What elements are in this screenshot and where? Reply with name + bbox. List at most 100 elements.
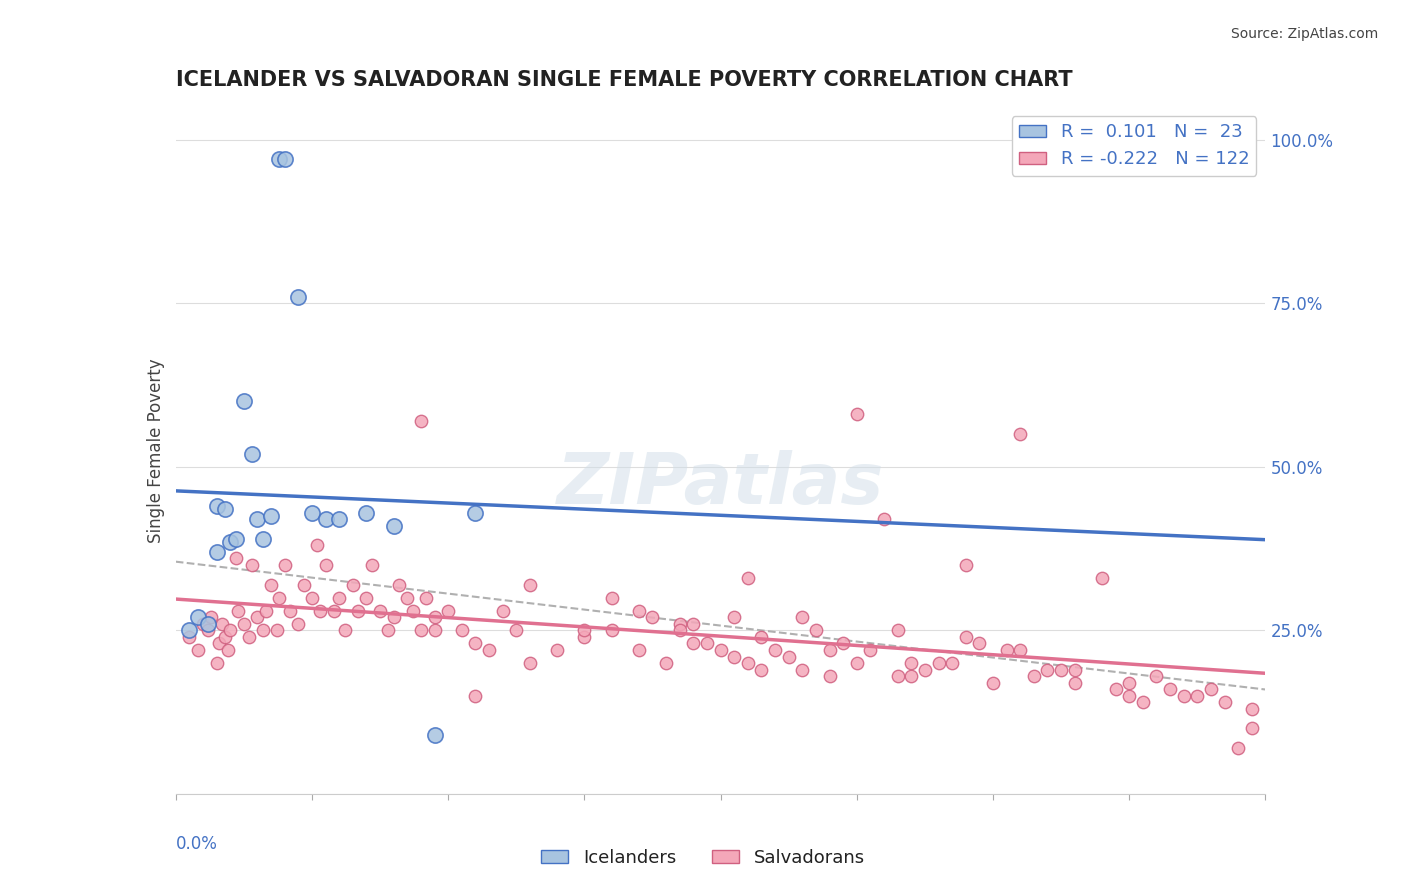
Point [737,571,759,585]
Point [981,675,1004,690]
Point [464,689,486,703]
Point [197,624,219,638]
Point [219,624,242,638]
Point [464,506,486,520]
Point [301,506,323,520]
Point [307,538,329,552]
Point [315,512,337,526]
Point [955,630,977,644]
Point [1036,663,1059,677]
Point [246,512,269,526]
Point [574,630,596,644]
Point [347,604,370,618]
Point [205,656,228,670]
Point [955,558,977,572]
Point [396,591,419,605]
Point [600,624,623,638]
Point [423,624,446,638]
Point [519,577,541,591]
Point [356,506,378,520]
Point [328,591,350,605]
Point [382,610,405,624]
Point [287,616,309,631]
Point [225,532,247,546]
Point [873,512,896,526]
Point [315,558,337,572]
Point [668,624,690,638]
Point [928,656,950,670]
Point [778,649,800,664]
Point [737,656,759,670]
Point [377,624,399,638]
Point [437,604,460,618]
Point [333,624,356,638]
Point [301,591,323,605]
Point [792,610,814,624]
Point [214,502,236,516]
Point [205,545,228,559]
Text: ZIPatlas: ZIPatlas [557,450,884,519]
Point [217,643,239,657]
Point [254,604,277,618]
Point [1063,675,1085,690]
Point [252,532,274,546]
Point [1240,702,1263,716]
Point [246,610,269,624]
Point [1173,689,1195,703]
Point [186,643,209,657]
Legend: Icelanders, Salvadorans: Icelanders, Salvadorans [534,842,872,874]
Point [969,636,991,650]
Legend: R =  0.101   N =  23, R = -0.222   N = 122: R = 0.101 N = 23, R = -0.222 N = 122 [1012,116,1257,176]
Point [941,656,963,670]
Point [1144,669,1167,683]
Text: ICELANDER VS SALVADORAN SINGLE FEMALE POVERTY CORRELATION CHART: ICELANDER VS SALVADORAN SINGLE FEMALE PO… [176,70,1073,90]
Point [668,616,690,631]
Point [328,512,350,526]
Point [415,591,437,605]
Point [269,153,291,167]
Point [423,610,446,624]
Point [1213,695,1236,709]
Point [240,558,263,572]
Point [211,616,233,631]
Point [845,656,868,670]
Point [1104,682,1126,697]
Point [859,643,882,657]
Y-axis label: Single Female Poverty: Single Female Poverty [148,359,166,542]
Point [886,624,908,638]
Point [342,577,364,591]
Point [260,577,283,591]
Point [995,643,1018,657]
Point [356,591,378,605]
Point [1240,722,1263,736]
Point [388,577,411,591]
Point [409,624,432,638]
Point [832,636,855,650]
Point [886,669,908,683]
Point [900,669,922,683]
Point [818,669,841,683]
Point [723,649,745,664]
Point [208,636,231,650]
Point [574,624,596,638]
Point [214,630,236,644]
Point [1063,663,1085,677]
Point [792,663,814,677]
Point [423,728,446,742]
Point [723,610,745,624]
Point [1050,663,1073,677]
Point [804,624,827,638]
Point [360,558,382,572]
Point [1187,689,1209,703]
Point [696,636,718,650]
Point [1091,571,1114,585]
Point [368,604,391,618]
Point [682,636,704,650]
Point [600,591,623,605]
Text: 0.0%: 0.0% [176,835,218,853]
Text: Source: ZipAtlas.com: Source: ZipAtlas.com [1230,27,1378,41]
Point [287,290,309,304]
Point [818,643,841,657]
Point [205,499,228,513]
Point [274,153,297,167]
